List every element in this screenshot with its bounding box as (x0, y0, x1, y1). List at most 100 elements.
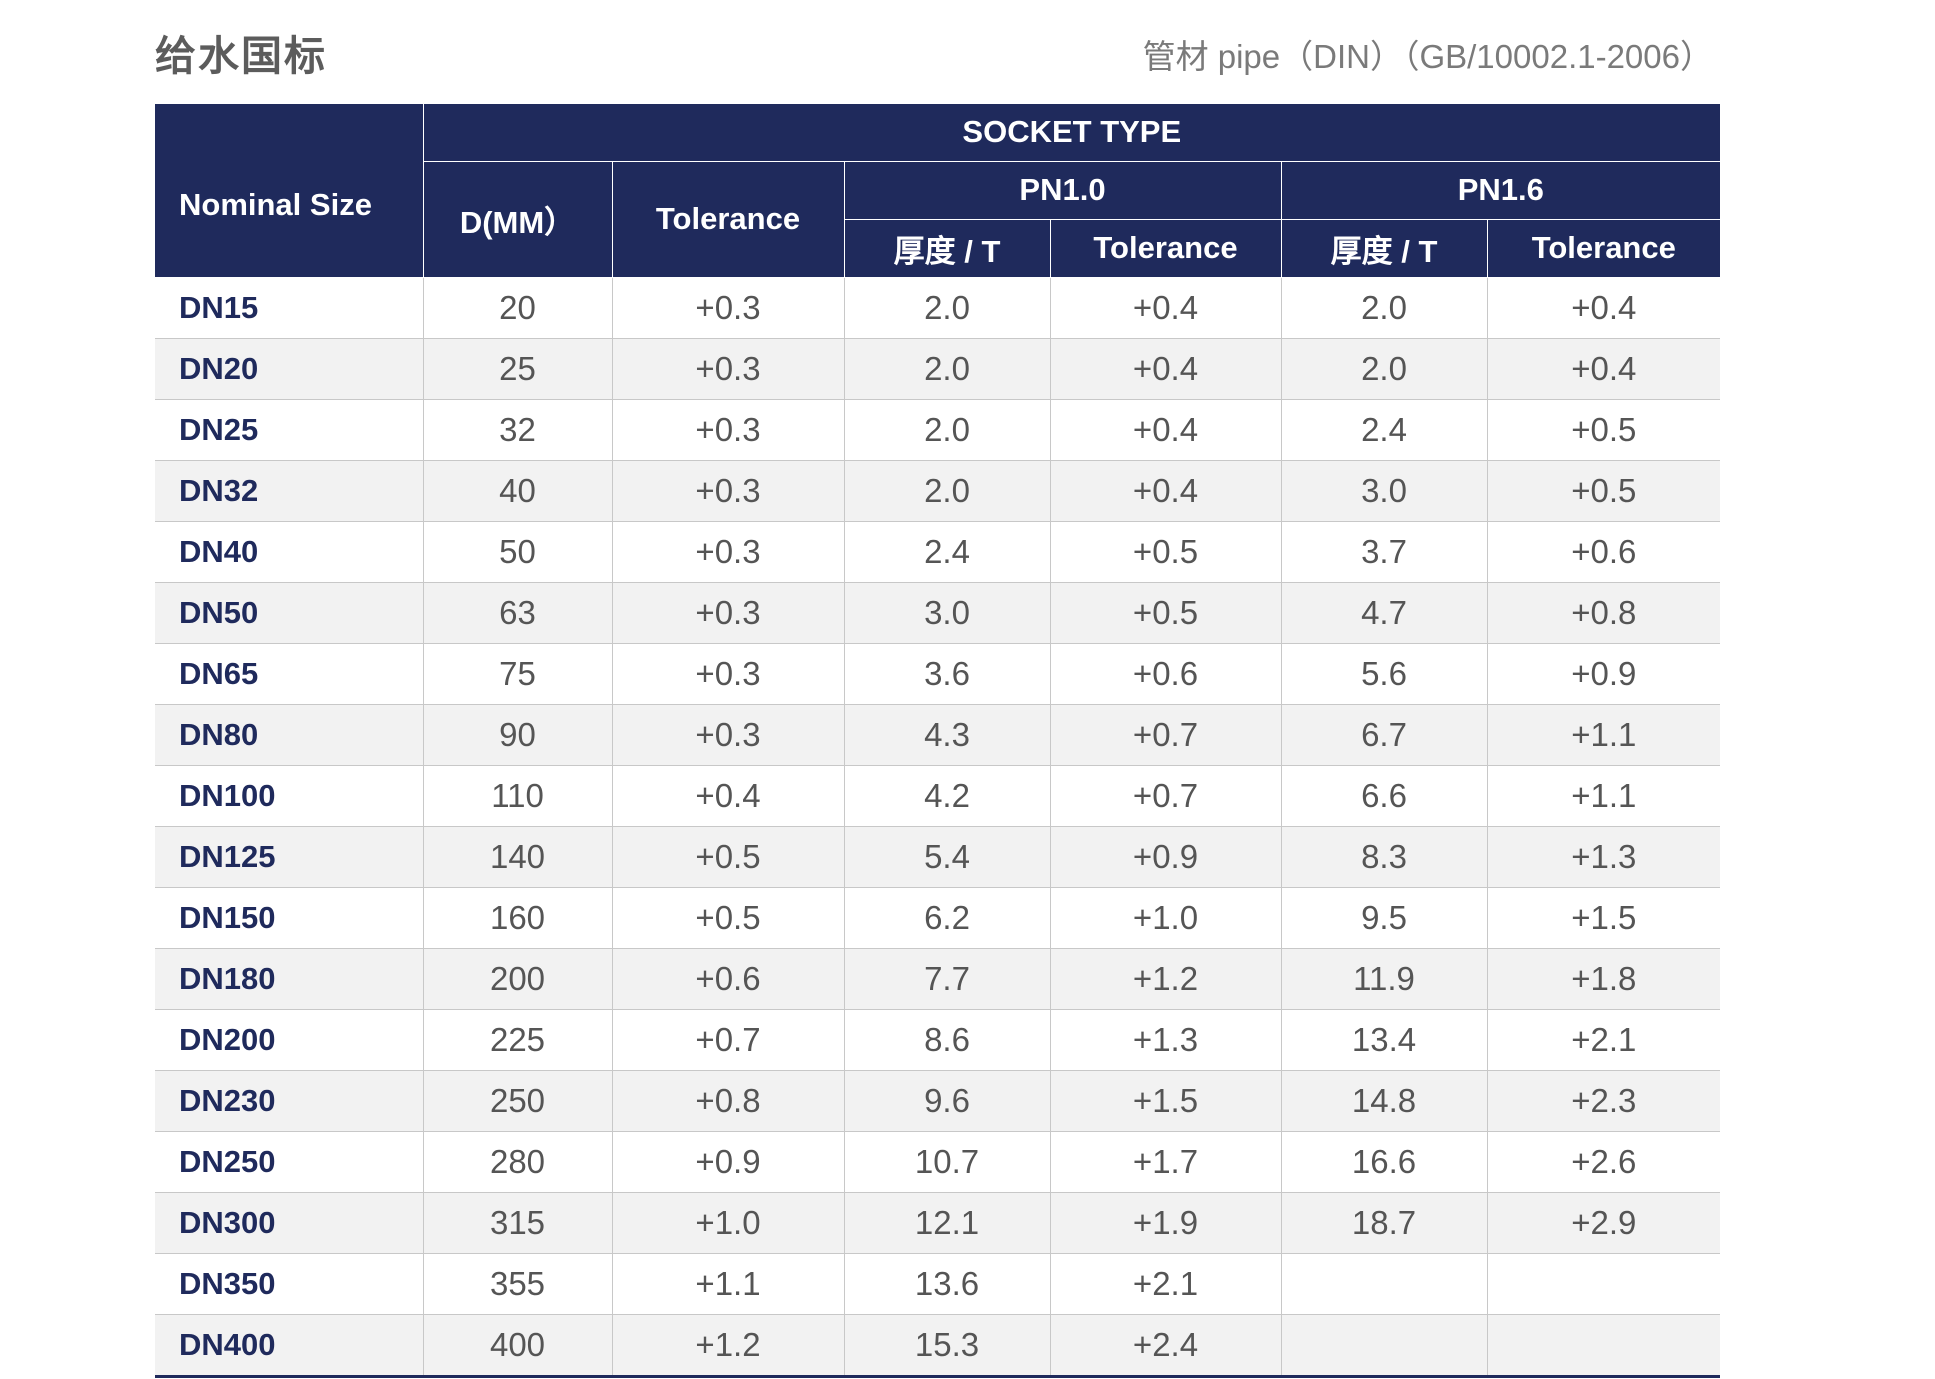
cell-pn16-thickness: 2.0 (1280, 277, 1488, 339)
cell-pn10-tolerance: +1.5 (1049, 1070, 1282, 1132)
cell-tolerance: +0.3 (611, 277, 845, 339)
cell-nominal-size: DN300 (155, 1192, 424, 1254)
cell-pn16-thickness: 8.3 (1280, 826, 1488, 888)
cell-pn10-tolerance: +1.7 (1049, 1131, 1282, 1193)
table-row: DN300 315 +1.0 12.1 +1.9 18.7 +2.9 (155, 1192, 1721, 1254)
cell-d-mm: 225 (422, 1009, 613, 1071)
cell-tolerance: +0.6 (611, 948, 845, 1010)
cell-pn10-thickness: 13.6 (843, 1253, 1051, 1315)
cell-pn10-tolerance: +1.3 (1049, 1009, 1282, 1071)
cell-pn10-tolerance: +0.7 (1049, 765, 1282, 827)
cell-pn10-thickness: 4.2 (843, 765, 1051, 827)
header-pn10: PN1.0 (843, 160, 1282, 220)
cell-pn16-tolerance: +0.5 (1486, 399, 1721, 461)
header-pn10-thickness: 厚度 / T (843, 218, 1051, 278)
page-subtitle: 管材 pipe（DIN）（GB/10002.1-2006） (1142, 38, 1713, 75)
cell-tolerance: +1.1 (611, 1253, 845, 1315)
cell-tolerance: +0.9 (611, 1131, 845, 1193)
cell-pn16-tolerance: +0.4 (1486, 277, 1721, 339)
cell-d-mm: 20 (422, 277, 613, 339)
cell-nominal-size: DN20 (155, 338, 424, 400)
table-row: DN100 110 +0.4 4.2 +0.7 6.6 +1.1 (155, 765, 1721, 827)
cell-nominal-size: DN200 (155, 1009, 424, 1071)
table-row: DN80 90 +0.3 4.3 +0.7 6.7 +1.1 (155, 704, 1721, 766)
cell-pn16-thickness (1280, 1314, 1488, 1378)
cell-nominal-size: DN80 (155, 704, 424, 766)
cell-pn16-thickness: 6.6 (1280, 765, 1488, 827)
cell-pn10-tolerance: +0.7 (1049, 704, 1282, 766)
cell-pn16-tolerance: +2.6 (1486, 1131, 1721, 1193)
cell-pn16-tolerance: +0.6 (1486, 521, 1721, 583)
cell-pn10-tolerance: +2.4 (1049, 1314, 1282, 1378)
cell-tolerance: +0.3 (611, 643, 845, 705)
cell-nominal-size: DN40 (155, 521, 424, 583)
cell-pn16-thickness: 6.7 (1280, 704, 1488, 766)
cell-pn16-tolerance: +1.1 (1486, 704, 1721, 766)
cell-pn10-thickness: 10.7 (843, 1131, 1051, 1193)
table-row: DN150 160 +0.5 6.2 +1.0 9.5 +1.5 (155, 887, 1721, 949)
cell-nominal-size: DN100 (155, 765, 424, 827)
cell-tolerance: +1.2 (611, 1314, 845, 1378)
cell-pn16-tolerance (1486, 1314, 1721, 1378)
table-row: DN125 140 +0.5 5.4 +0.9 8.3 +1.3 (155, 826, 1721, 888)
table-row: DN65 75 +0.3 3.6 +0.6 5.6 +0.9 (155, 643, 1721, 705)
cell-pn10-tolerance: +0.4 (1049, 277, 1282, 339)
cell-pn10-thickness: 5.4 (843, 826, 1051, 888)
cell-pn10-thickness: 8.6 (843, 1009, 1051, 1071)
cell-pn16-tolerance: +2.9 (1486, 1192, 1721, 1254)
cell-tolerance: +0.4 (611, 765, 845, 827)
cell-nominal-size: DN125 (155, 826, 424, 888)
cell-pn10-tolerance: +0.4 (1049, 338, 1282, 400)
cell-pn10-thickness: 3.6 (843, 643, 1051, 705)
table-row: DN350 355 +1.1 13.6 +2.1 (155, 1253, 1721, 1315)
table-row: DN50 63 +0.3 3.0 +0.5 4.7 +0.8 (155, 582, 1721, 644)
cell-pn10-tolerance: +0.5 (1049, 582, 1282, 644)
cell-nominal-size: DN65 (155, 643, 424, 705)
cell-pn10-tolerance: +1.0 (1049, 887, 1282, 949)
cell-nominal-size: DN50 (155, 582, 424, 644)
cell-pn10-thickness: 7.7 (843, 948, 1051, 1010)
cell-tolerance: +0.3 (611, 399, 845, 461)
cell-tolerance: +0.3 (611, 704, 845, 766)
header-tolerance: Tolerance (611, 160, 845, 278)
cell-pn10-tolerance: +0.4 (1049, 399, 1282, 461)
header-pn16-thickness: 厚度 / T (1280, 218, 1488, 278)
table-row: DN250 280 +0.9 10.7 +1.7 16.6 +2.6 (155, 1131, 1721, 1193)
header-d-mm: D(MM） (422, 160, 613, 278)
cell-nominal-size: DN150 (155, 887, 424, 949)
table-row: DN200 225 +0.7 8.6 +1.3 13.4 +2.1 (155, 1009, 1721, 1071)
header-pn10-tolerance: Tolerance (1049, 218, 1282, 278)
cell-pn10-thickness: 2.4 (843, 521, 1051, 583)
cell-nominal-size: DN230 (155, 1070, 424, 1132)
cell-tolerance: +0.3 (611, 521, 845, 583)
table-row: DN230 250 +0.8 9.6 +1.5 14.8 +2.3 (155, 1070, 1721, 1132)
cell-d-mm: 40 (422, 460, 613, 522)
cell-d-mm: 110 (422, 765, 613, 827)
cell-pn16-thickness: 11.9 (1280, 948, 1488, 1010)
cell-nominal-size: DN350 (155, 1253, 424, 1315)
cell-tolerance: +0.3 (611, 460, 845, 522)
cell-d-mm: 50 (422, 521, 613, 583)
cell-tolerance: +0.8 (611, 1070, 845, 1132)
header-pn16-tolerance: Tolerance (1486, 218, 1721, 278)
cell-nominal-size: DN400 (155, 1314, 424, 1378)
table-row: DN400 400 +1.2 15.3 +2.4 (155, 1314, 1721, 1378)
cell-pn16-tolerance (1486, 1253, 1721, 1315)
cell-pn16-tolerance: +0.5 (1486, 460, 1721, 522)
cell-d-mm: 140 (422, 826, 613, 888)
cell-pn10-tolerance: +0.9 (1049, 826, 1282, 888)
cell-d-mm: 315 (422, 1192, 613, 1254)
cell-pn16-tolerance: +0.4 (1486, 338, 1721, 400)
cell-pn16-thickness: 18.7 (1280, 1192, 1488, 1254)
cell-nominal-size: DN32 (155, 460, 424, 522)
cell-pn10-tolerance: +2.1 (1049, 1253, 1282, 1315)
header-pn16: PN1.6 (1280, 160, 1721, 220)
cell-pn10-thickness: 9.6 (843, 1070, 1051, 1132)
cell-pn16-thickness: 13.4 (1280, 1009, 1488, 1071)
cell-d-mm: 250 (422, 1070, 613, 1132)
table-header: Nominal Size SOCKET TYPE D(MM） Tolerance… (155, 103, 1721, 278)
cell-nominal-size: DN180 (155, 948, 424, 1010)
cell-pn16-tolerance: +0.8 (1486, 582, 1721, 644)
cell-pn16-thickness: 2.0 (1280, 338, 1488, 400)
cell-pn10-thickness: 2.0 (843, 338, 1051, 400)
